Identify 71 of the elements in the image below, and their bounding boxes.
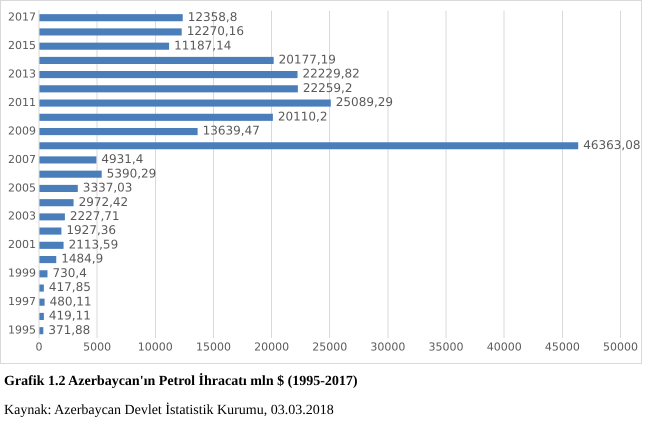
data-label: 3337,03 <box>82 180 132 195</box>
bar <box>39 284 44 292</box>
text: Kaynak: Azerbaycan Devlet İstatistik Kurumu, 03.03.2018 <box>4 403 334 419</box>
bar <box>39 142 578 150</box>
x-tick-label: 30000 <box>370 340 406 354</box>
bar <box>39 56 274 64</box>
data-label: 417,85 <box>48 280 91 294</box>
y-tick-label: 2017 <box>8 10 36 24</box>
x-tick-label: 25000 <box>312 340 348 354</box>
data-label: 1927,36 <box>66 223 116 238</box>
bar <box>39 28 182 36</box>
bar <box>39 228 62 235</box>
bar <box>39 242 64 249</box>
bar <box>39 14 183 22</box>
data-label: 2972,42 <box>78 194 128 209</box>
data-label: 2113,59 <box>68 237 118 252</box>
bar <box>39 170 102 178</box>
data-label: 730,4 <box>52 266 87 280</box>
y-tick-label: 2001 <box>8 238 36 252</box>
data-label: 13639,47 <box>202 124 260 138</box>
text: Grafik 1.2 Azerbaycan'ın Petrol İhracatı mln $ (1995-2017) <box>4 374 358 390</box>
bar <box>39 42 170 50</box>
bar <box>39 100 331 107</box>
data-label: 25089,29 <box>336 95 394 110</box>
bar <box>39 199 74 206</box>
bar <box>39 128 198 136</box>
data-label: 4931,4 <box>101 152 144 166</box>
y-tick-label: 2013 <box>8 67 36 80</box>
bar <box>39 71 298 78</box>
x-tick-label: 20000 <box>254 340 290 354</box>
data-label: 12358,8 <box>188 10 238 24</box>
y-tick-label: 2003 <box>8 210 36 223</box>
x-tick-label: 50000 <box>603 340 638 354</box>
y-tick-label: 2007 <box>8 152 36 166</box>
bar <box>39 270 48 278</box>
bar <box>39 327 44 334</box>
data-label: 12270,16 <box>186 24 244 38</box>
y-tick-label: 1997 <box>8 295 36 308</box>
bar <box>39 184 78 192</box>
bar <box>39 156 96 164</box>
bar <box>39 298 45 306</box>
x-tick-label: 40000 <box>486 340 522 354</box>
data-label: 22229,82 <box>302 66 360 81</box>
data-label: 419,11 <box>48 308 91 323</box>
data-label: 5390,29 <box>106 166 156 180</box>
y-tick-label: 2011 <box>8 96 36 109</box>
x-tick-label: 10000 <box>138 340 173 354</box>
x-tick-label: 5000 <box>83 340 112 354</box>
data-label: 22259,2 <box>302 80 352 95</box>
data-label: 2227,71 <box>70 209 120 224</box>
data-label: 20110,2 <box>278 109 328 124</box>
data-label: 11187,14 <box>174 38 232 52</box>
y-tick-label: 1995 <box>8 324 36 337</box>
y-tick-label: 2009 <box>8 124 36 138</box>
data-label: 46363,08 <box>583 138 640 152</box>
y-tick-label: 2015 <box>8 39 36 52</box>
bar <box>39 85 298 92</box>
y-tick-label: 1999 <box>8 266 36 280</box>
bar <box>39 312 44 320</box>
x-tick-label: 0 <box>35 340 42 354</box>
x-tick-label: 45000 <box>544 340 580 354</box>
bar <box>39 114 273 121</box>
data-label: 20177,19 <box>278 52 336 67</box>
data-label: 1484,9 <box>61 252 104 266</box>
x-tick-label: 35000 <box>428 340 464 354</box>
data-label: 480,11 <box>50 294 92 308</box>
bar <box>39 256 56 264</box>
data-label: 371,88 <box>48 322 90 337</box>
x-tick-label: 15000 <box>196 340 231 354</box>
bar <box>39 213 65 220</box>
y-tick-label: 2005 <box>8 181 36 194</box>
